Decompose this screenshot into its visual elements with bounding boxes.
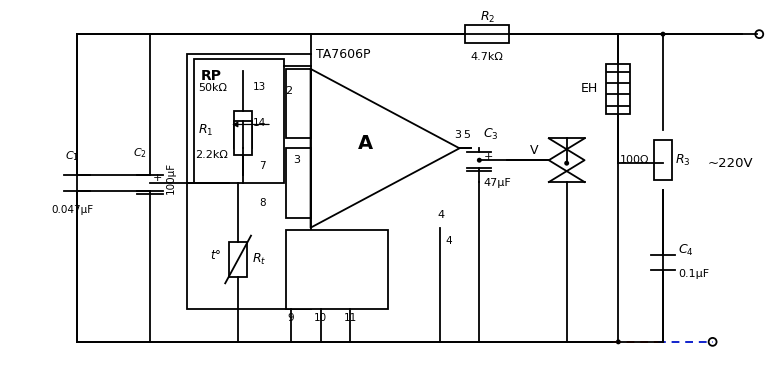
Text: TA7606P: TA7606P (315, 48, 370, 61)
Bar (229, 242, 247, 277)
Bar (465, 25, 509, 43)
Text: +: + (483, 152, 492, 162)
Text: 5: 5 (464, 130, 471, 140)
Text: $C_3$: $C_3$ (483, 127, 499, 143)
Bar (234, 121, 252, 155)
Text: $R_1$: $R_1$ (199, 123, 213, 138)
Bar (234, 111, 252, 148)
Text: 4: 4 (438, 210, 445, 220)
Text: $C_1$: $C_1$ (65, 149, 79, 163)
Bar (286, 148, 311, 218)
Text: 8: 8 (259, 198, 266, 208)
Text: EH: EH (581, 82, 598, 95)
Bar (195, 59, 284, 183)
Text: $R_t$: $R_t$ (252, 252, 266, 267)
Text: 7: 7 (259, 161, 266, 171)
Bar (654, 140, 672, 180)
Text: $t°$: $t°$ (210, 249, 221, 262)
Text: RP: RP (200, 69, 221, 83)
Text: ~220V: ~220V (707, 157, 753, 170)
Circle shape (756, 30, 763, 38)
Circle shape (477, 158, 482, 163)
Bar (286, 230, 388, 309)
Text: 4: 4 (446, 235, 453, 246)
Text: $C_4$: $C_4$ (678, 243, 693, 258)
Circle shape (709, 338, 717, 346)
Bar (606, 64, 630, 113)
Text: 13: 13 (252, 82, 266, 92)
Text: $R_2$: $R_2$ (480, 10, 495, 25)
Bar (186, 54, 311, 309)
Text: 3: 3 (454, 130, 461, 140)
Text: 0.1μF: 0.1μF (678, 270, 709, 279)
Circle shape (564, 161, 569, 166)
Text: $C_2$: $C_2$ (133, 146, 146, 160)
Text: A: A (358, 134, 372, 153)
Text: 2: 2 (286, 86, 293, 96)
Bar (286, 69, 311, 138)
Text: 3: 3 (293, 155, 300, 165)
Text: 0.047μF: 0.047μF (51, 205, 93, 215)
Text: 50kΩ: 50kΩ (199, 83, 227, 93)
Text: 47μF: 47μF (483, 178, 511, 188)
Text: 10: 10 (314, 313, 327, 323)
Text: 9: 9 (287, 313, 294, 323)
Text: 14: 14 (252, 118, 266, 129)
Text: 4.7kΩ: 4.7kΩ (471, 52, 504, 62)
Text: $R_3$: $R_3$ (675, 153, 690, 168)
Text: 100Ω: 100Ω (619, 155, 649, 165)
Text: V: V (530, 144, 539, 157)
Circle shape (661, 32, 665, 37)
Text: +: + (153, 173, 162, 183)
Circle shape (616, 339, 621, 344)
Text: 11: 11 (344, 313, 357, 323)
Text: 2.2kΩ: 2.2kΩ (196, 150, 228, 160)
Text: 100μF: 100μF (166, 162, 175, 194)
